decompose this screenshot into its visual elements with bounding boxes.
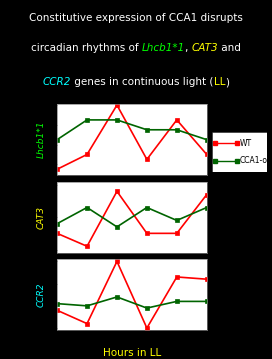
Y-axis label: CAT3: CAT3: [36, 206, 45, 229]
Text: Constitutive expression of CCA1 disrupts: Constitutive expression of CCA1 disrupts: [29, 13, 243, 23]
Text: genes in continuous light (: genes in continuous light (: [71, 78, 214, 88]
Text: CCA1-ox: CCA1-ox: [239, 156, 272, 165]
Text: LL: LL: [214, 78, 225, 88]
Text: ): ): [225, 78, 229, 88]
Text: CCR2: CCR2: [43, 78, 71, 88]
Text: circadian rhythms of: circadian rhythms of: [31, 43, 142, 53]
Y-axis label: Lhcb1*1: Lhcb1*1: [36, 121, 45, 158]
Text: CAT3: CAT3: [192, 43, 218, 53]
Text: ,: ,: [185, 43, 192, 53]
X-axis label: Hours in LL: Hours in LL: [103, 348, 161, 358]
Text: WT: WT: [239, 139, 252, 148]
Text: and: and: [218, 43, 241, 53]
Y-axis label: CCR2: CCR2: [36, 283, 45, 307]
Text: Lhcb1*1: Lhcb1*1: [142, 43, 185, 53]
